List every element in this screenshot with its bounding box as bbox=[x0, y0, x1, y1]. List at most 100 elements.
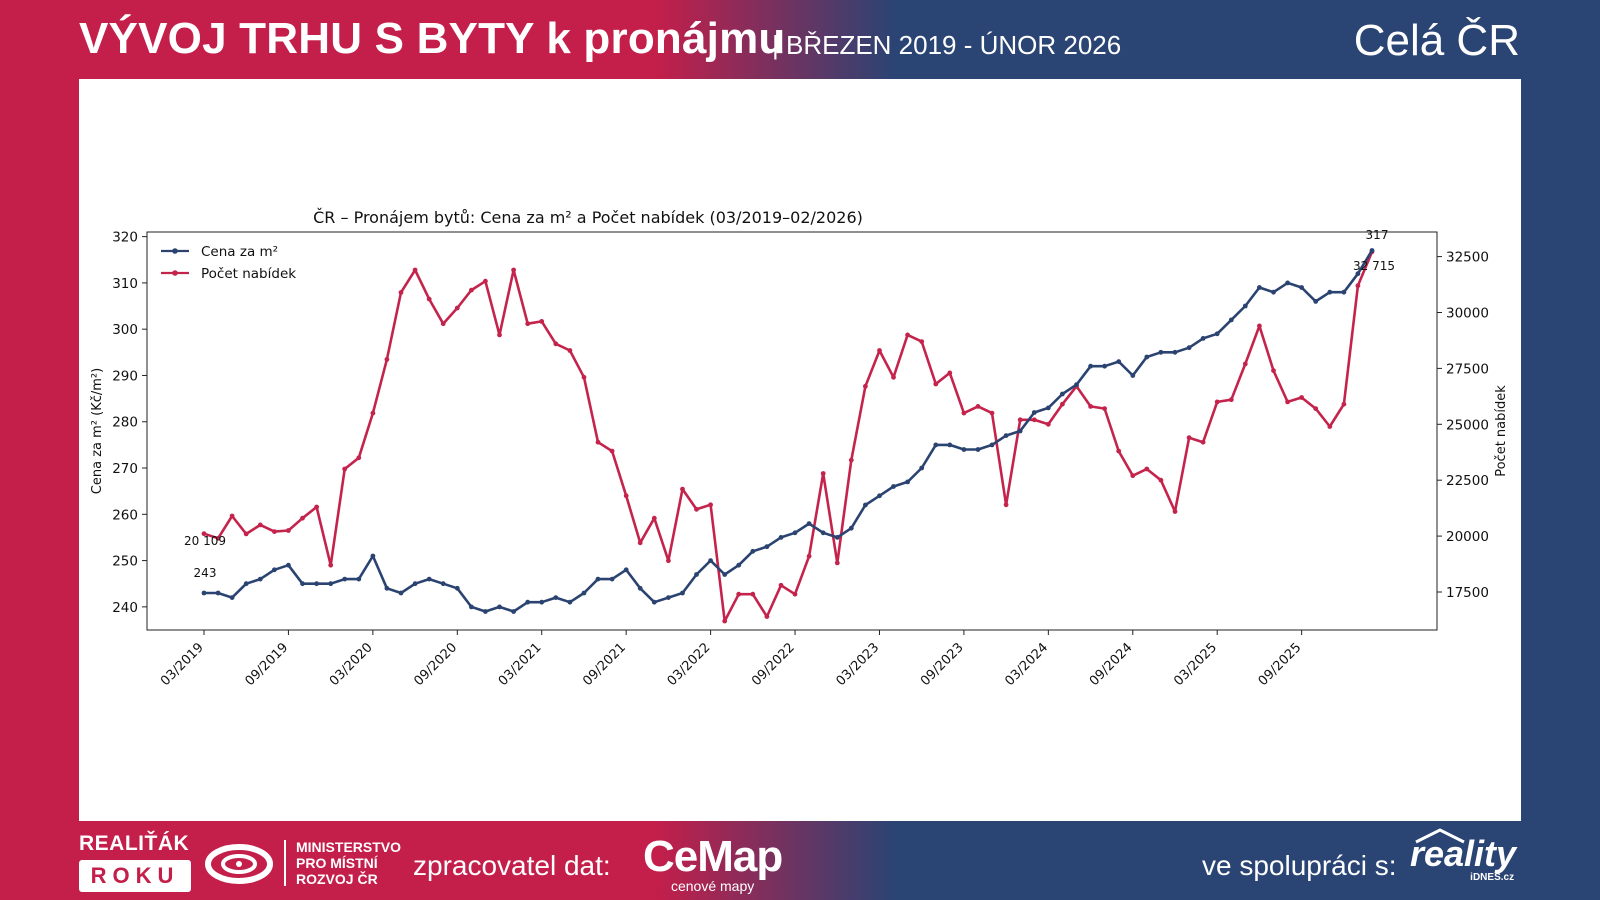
chart: ČR – Pronájem bytů: Cena za m² a Počet n… bbox=[90, 208, 1509, 689]
offers-point bbox=[848, 457, 854, 463]
offers-point bbox=[300, 515, 305, 521]
price-point bbox=[919, 465, 925, 471]
offers-point bbox=[201, 531, 207, 537]
x-tick-label: 03/2021 bbox=[496, 640, 545, 689]
period-subtitle: | BŘEZEN 2019 - ÚNOR 2026 bbox=[772, 30, 1122, 60]
realitak-logo-top: REALIŤÁK bbox=[79, 832, 190, 855]
price-point bbox=[497, 604, 502, 610]
price-point bbox=[300, 581, 305, 587]
price-point bbox=[877, 493, 882, 499]
price-point bbox=[1017, 428, 1023, 434]
reality-idnes-logo: reality iDNES.cz bbox=[1410, 828, 1516, 883]
offers-point bbox=[736, 591, 742, 597]
price-point bbox=[1214, 331, 1220, 337]
offers-point bbox=[806, 553, 812, 559]
reality-logo-sub: iDNES.cz bbox=[1470, 872, 1515, 883]
chart-panel: ČR – Pronájem bytů: Cena za m² a Počet n… bbox=[79, 79, 1521, 821]
offers-point bbox=[1045, 421, 1051, 427]
y-tick-label-right: 22500 bbox=[1446, 473, 1489, 489]
price-point bbox=[595, 576, 601, 582]
offers-point bbox=[792, 591, 798, 597]
offers-point bbox=[877, 348, 882, 353]
offers-point bbox=[1299, 395, 1304, 400]
price-point bbox=[370, 553, 376, 559]
price-point bbox=[666, 595, 671, 600]
y-tick-label-left: 260 bbox=[112, 507, 138, 523]
offers-point bbox=[1242, 361, 1248, 367]
realitak-roku-logo: REALIŤÁK ROKU bbox=[79, 832, 191, 892]
price-point bbox=[483, 609, 488, 614]
x-tick-label: 09/2021 bbox=[580, 640, 629, 689]
x-tick-label: 09/2020 bbox=[411, 640, 460, 689]
price-point bbox=[384, 585, 390, 591]
price-point bbox=[623, 567, 629, 573]
price-point bbox=[764, 544, 770, 550]
annotation-offers-end: 32 715 bbox=[1353, 259, 1395, 273]
realitak-logo-bottom: ROKU bbox=[79, 860, 191, 892]
price-point bbox=[750, 548, 756, 554]
offers-point bbox=[328, 562, 334, 568]
x-tick-label: 09/2025 bbox=[1256, 640, 1305, 689]
offers-point bbox=[722, 618, 728, 624]
price-point bbox=[286, 562, 291, 568]
offers-point bbox=[1158, 477, 1164, 483]
y-axis-label-left: Cena za m² (Kč/m²) bbox=[90, 368, 105, 494]
price-point bbox=[1060, 391, 1065, 397]
price-point bbox=[412, 581, 418, 587]
offers-point bbox=[609, 448, 615, 454]
offers-point bbox=[272, 529, 277, 534]
price-point bbox=[736, 562, 742, 568]
price-point bbox=[1341, 289, 1347, 295]
offers-point bbox=[286, 528, 291, 533]
y-tick-label-left: 310 bbox=[112, 276, 138, 292]
offers-point bbox=[919, 339, 925, 344]
offers-point bbox=[581, 374, 587, 380]
offers-point bbox=[257, 522, 263, 528]
y-tick-label-left: 320 bbox=[112, 230, 138, 246]
footer: REALIŤÁK ROKU MINISTERSTVO PRO MÍSTNÍ RO… bbox=[0, 822, 1600, 900]
offers-point bbox=[1116, 448, 1122, 454]
series-line-price bbox=[204, 249, 1374, 613]
offers-point bbox=[1130, 473, 1136, 479]
price-point bbox=[1369, 248, 1375, 253]
offers-point bbox=[891, 374, 896, 380]
offers-point bbox=[651, 515, 657, 521]
offers-point bbox=[483, 278, 488, 284]
price-point bbox=[1242, 303, 1248, 309]
annotation-offers-start: 20 109 bbox=[184, 534, 226, 548]
offers-point bbox=[778, 582, 784, 588]
price-point bbox=[328, 581, 334, 587]
offers-point bbox=[989, 410, 995, 416]
offers-point bbox=[1355, 283, 1361, 289]
offers-point bbox=[1031, 417, 1037, 423]
offers-point bbox=[694, 506, 699, 512]
annotation-price-start: 243 bbox=[194, 566, 217, 580]
offers-point bbox=[1200, 439, 1206, 445]
offers-point bbox=[905, 332, 910, 338]
price-point bbox=[637, 585, 643, 591]
offers-point bbox=[863, 383, 868, 389]
ministry-emblem-icon bbox=[205, 844, 273, 884]
price-point bbox=[792, 530, 798, 536]
offers-point bbox=[1017, 417, 1023, 423]
x-tick-label: 09/2024 bbox=[1087, 640, 1136, 689]
price-point bbox=[820, 530, 826, 536]
offers-point bbox=[834, 560, 840, 566]
offers-point bbox=[1172, 509, 1178, 514]
price-point bbox=[1088, 363, 1093, 369]
x-tick-label: 09/2023 bbox=[918, 640, 967, 689]
y-tick-label-right: 20000 bbox=[1446, 529, 1489, 545]
x-tick-label: 03/2024 bbox=[1002, 640, 1051, 689]
price-point bbox=[651, 599, 657, 605]
price-point bbox=[1045, 405, 1051, 411]
offers-point bbox=[961, 410, 967, 416]
price-point bbox=[426, 576, 432, 582]
price-point bbox=[469, 604, 474, 610]
price-point bbox=[581, 590, 587, 596]
offers-point bbox=[1088, 404, 1093, 409]
price-point bbox=[933, 442, 939, 448]
price-point bbox=[1102, 363, 1107, 369]
price-point bbox=[778, 535, 784, 540]
price-point bbox=[989, 442, 995, 448]
price-point bbox=[1285, 280, 1290, 286]
